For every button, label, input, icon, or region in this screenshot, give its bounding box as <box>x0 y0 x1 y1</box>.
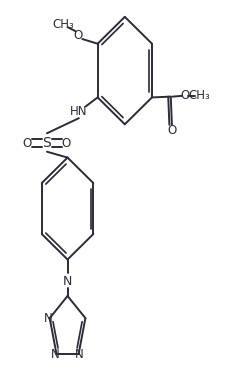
Text: N: N <box>75 348 84 361</box>
Text: O: O <box>167 124 177 137</box>
Text: S: S <box>43 136 51 150</box>
Text: N: N <box>44 312 53 325</box>
Text: O: O <box>74 29 83 42</box>
Text: N: N <box>63 274 72 288</box>
Text: O: O <box>180 89 190 102</box>
Text: O: O <box>62 136 71 150</box>
Text: N: N <box>51 348 60 361</box>
Text: CH₃: CH₃ <box>52 18 74 31</box>
Text: CH₃: CH₃ <box>188 89 210 102</box>
Text: HN: HN <box>70 105 88 118</box>
Text: O: O <box>23 136 32 150</box>
